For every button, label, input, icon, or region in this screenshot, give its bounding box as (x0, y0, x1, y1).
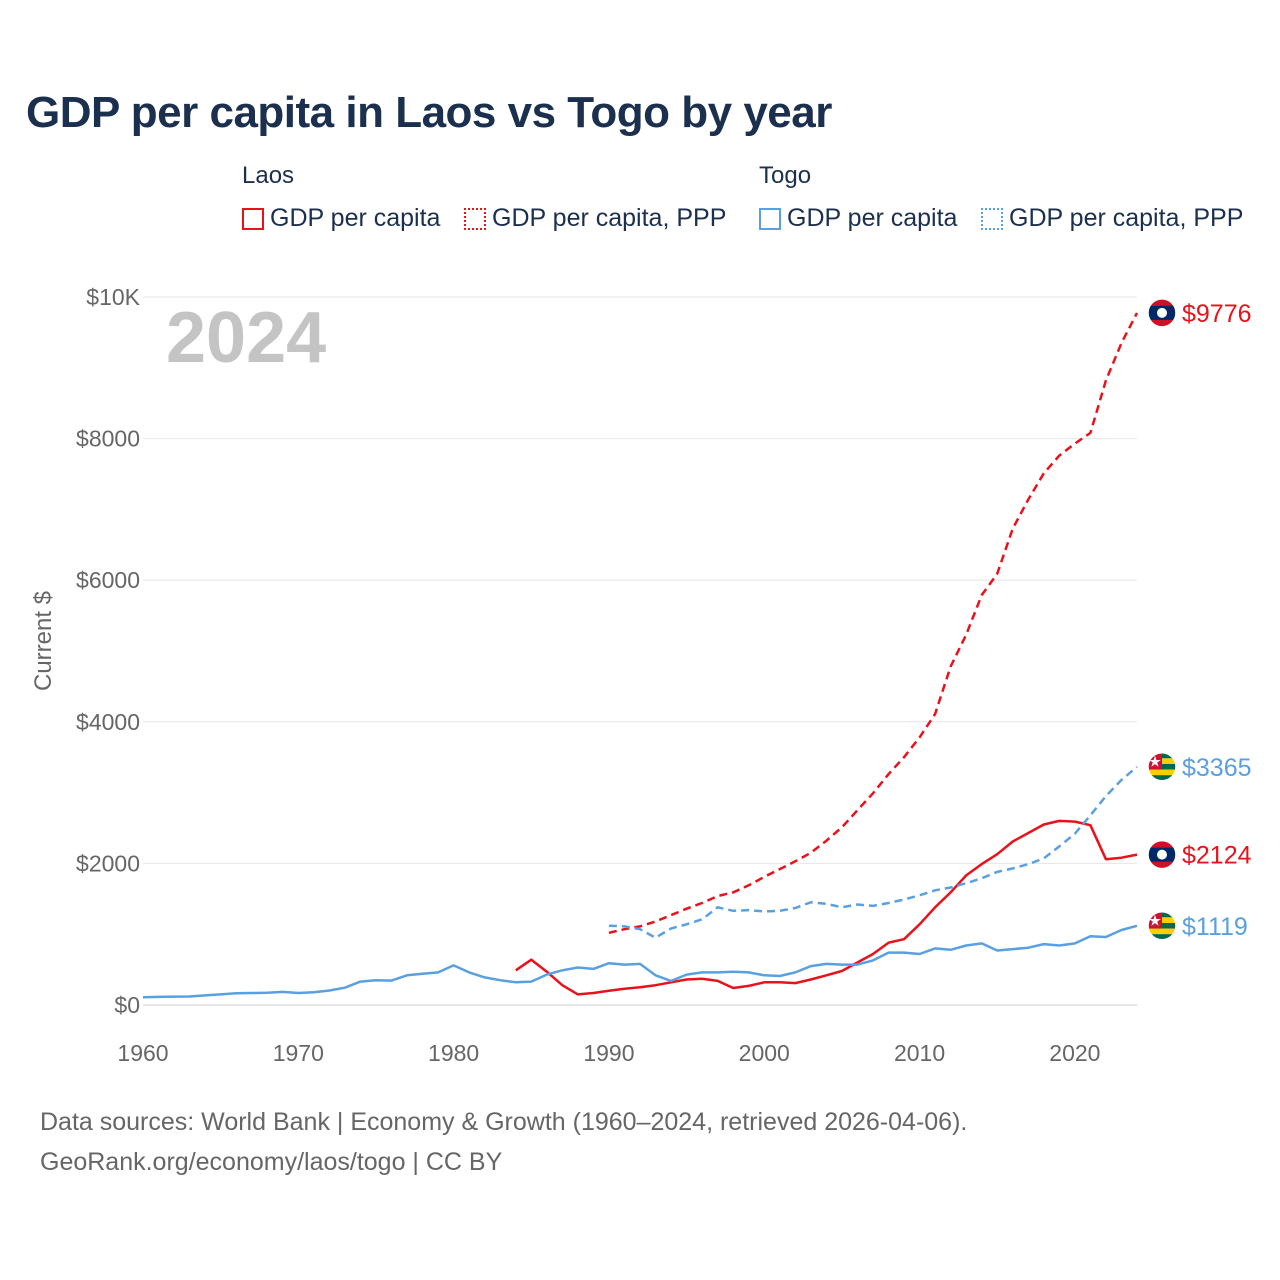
legend-label: GDP per capita (787, 204, 958, 232)
legend-label: GDP per capita, PPP (1009, 204, 1244, 232)
x-tick-label: 1970 (273, 1040, 324, 1066)
flag-disc (1157, 307, 1167, 318)
series-line-laos-solid (515, 819, 1138, 996)
laos-flag-icon (1147, 839, 1177, 870)
line-chart: $0 $2000 $4000 $6000 $8000 $10K 1960 1970 1980 19… (30, 284, 1252, 1066)
end-value-label: $2124 (1182, 842, 1252, 870)
marker-layer: $2124 $9776 $1119 $3365 (1147, 298, 1252, 941)
legend-label: GDP per capita, PPP (492, 204, 727, 232)
x-tick-label: 1980 (428, 1040, 479, 1066)
grid-layer: $0 $2000 $4000 $6000 $8000 $10K 1960 1970 1980 19… (76, 284, 1137, 1066)
legend-label: GDP per capita (270, 204, 441, 232)
series-line-togo-solid (142, 924, 1138, 999)
legend-swatch-dotted-blue (981, 207, 1003, 230)
footer-sources: Data sources: World Bank | Economy & Gro… (40, 1108, 968, 1136)
y-tick-label: $10K (86, 284, 140, 310)
x-tick-label: 1960 (117, 1040, 168, 1066)
flag-ring (1147, 839, 1177, 870)
legend-item-laos-gdp-ppp[interactable]: GDP per capita, PPP (464, 204, 726, 233)
flag-ring (1147, 752, 1177, 782)
end-value-label: $3365 (1182, 754, 1252, 782)
legend-item-togo-gdp-ppp[interactable]: GDP per capita, PPP (981, 204, 1243, 233)
x-tick-label: 2020 (1049, 1040, 1100, 1066)
series-line-togo-dashed (608, 765, 1138, 939)
flag-stripe (1148, 934, 1176, 940)
togo-flag-icon (1147, 752, 1177, 782)
flag-body (1148, 298, 1176, 327)
end-value-label: $9776 (1182, 300, 1252, 328)
legend-swatch-solid-blue (759, 207, 781, 230)
flag-stripe (1148, 769, 1176, 776)
x-tick-label: 2000 (739, 1040, 790, 1066)
legend-item-togo-gdp[interactable]: GDP per capita (759, 204, 957, 233)
legend-item-laos-gdp[interactable]: GDP per capita (242, 204, 440, 233)
flag-ring (1147, 298, 1177, 328)
y-tick-label: $6000 (76, 567, 140, 593)
flag-stripe (1148, 928, 1176, 935)
togo-flag-icon (1147, 911, 1177, 941)
footer-credit[interactable]: GeoRank.org/economy/laos/togo | CC BY (40, 1148, 503, 1176)
y-tick-label: $2000 (76, 850, 140, 876)
y-tick-label: $4000 (76, 709, 140, 735)
legend-group-laos: Laos (242, 162, 295, 189)
chart-title: GDP per capita in Laos vs Togo by year (26, 88, 832, 137)
end-value-label: $1119 (1182, 913, 1248, 941)
legend-swatch-dotted-red (464, 207, 486, 230)
legend-group-togo: Togo (759, 162, 812, 189)
x-tick-label: 2010 (894, 1040, 945, 1066)
flag-body (1148, 840, 1176, 869)
laos-flag-icon (1147, 298, 1177, 328)
series-layer (142, 312, 1139, 999)
y-tick-label: $0 (114, 992, 140, 1018)
y-tick-label: $8000 (76, 426, 140, 452)
flag-star (1149, 755, 1161, 767)
flag-ring (1147, 911, 1177, 941)
flag-star (1149, 914, 1161, 926)
year-watermark: 2024 (166, 298, 326, 378)
flag-disc (1157, 849, 1167, 860)
series-line-laos-dashed (608, 312, 1139, 935)
x-tick-label: 1990 (583, 1040, 634, 1066)
flag-stripe (1148, 775, 1176, 781)
y-axis-label: Current $ (30, 591, 57, 691)
legend-swatch-solid-red (242, 207, 264, 230)
